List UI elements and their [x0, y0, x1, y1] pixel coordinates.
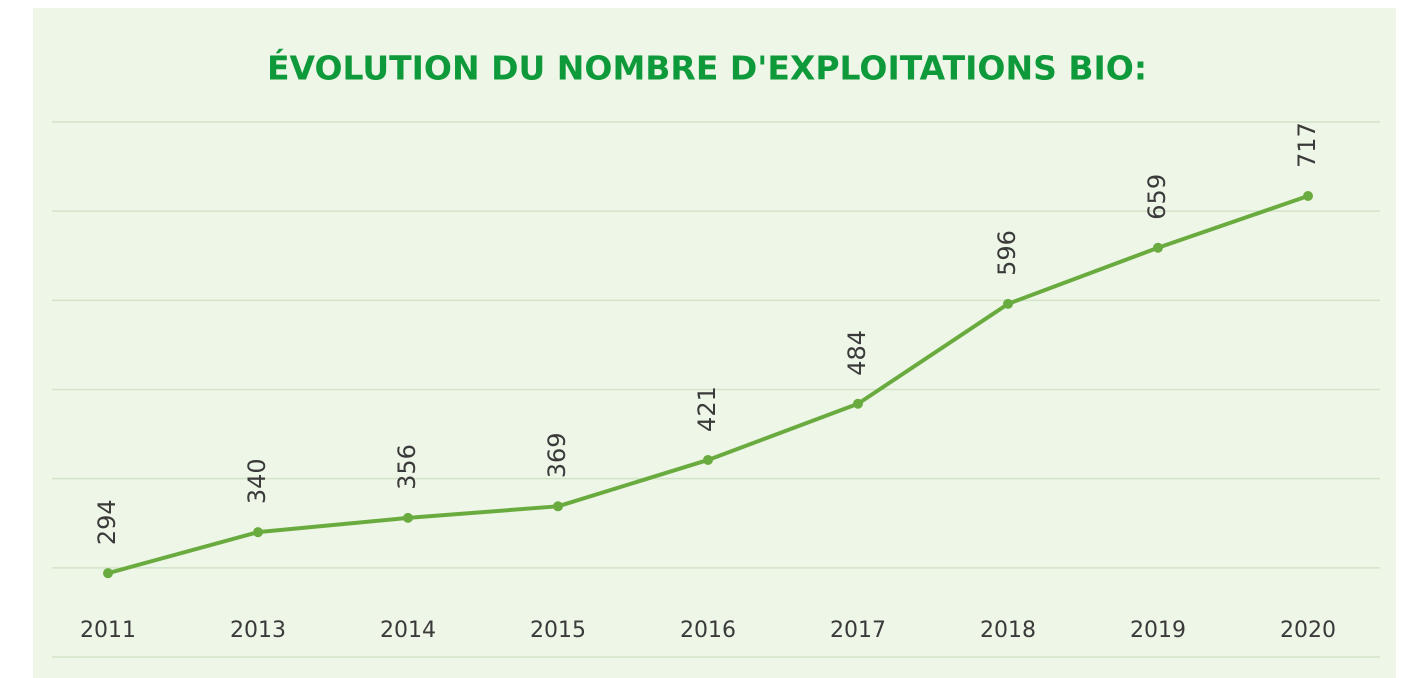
data-label: 484	[843, 330, 871, 376]
data-label: 717	[1293, 122, 1321, 168]
x-tick-label: 2014	[380, 618, 436, 643]
chart-title: ÉVOLUTION DU NOMBRE D'EXPLOITATIONS BIO:	[267, 48, 1147, 88]
point	[253, 527, 263, 538]
x-tick-label: 2015	[530, 618, 586, 643]
x-tick-label: 2016	[680, 618, 736, 643]
point	[1303, 191, 1313, 202]
chart-background	[33, 8, 1396, 678]
data-label: 294	[93, 499, 121, 545]
point	[853, 398, 863, 409]
point	[553, 501, 563, 512]
data-label: 659	[1143, 174, 1171, 220]
data-label: 596	[993, 230, 1021, 276]
x-tick-label: 2020	[1280, 618, 1336, 643]
x-tick-label: 2013	[230, 618, 286, 643]
data-label: 369	[543, 432, 571, 478]
point	[1003, 298, 1013, 309]
point	[403, 512, 413, 523]
x-tick-label: 2011	[80, 618, 136, 643]
x-tick-label: 2018	[980, 618, 1036, 643]
data-label: 356	[393, 444, 421, 490]
data-label: 340	[243, 458, 271, 504]
x-tick-label: 2017	[830, 618, 886, 643]
point	[703, 454, 713, 465]
x-tick-label: 2019	[1130, 618, 1186, 643]
data-label: 421	[693, 386, 721, 432]
point	[1153, 242, 1163, 253]
point	[103, 568, 113, 579]
